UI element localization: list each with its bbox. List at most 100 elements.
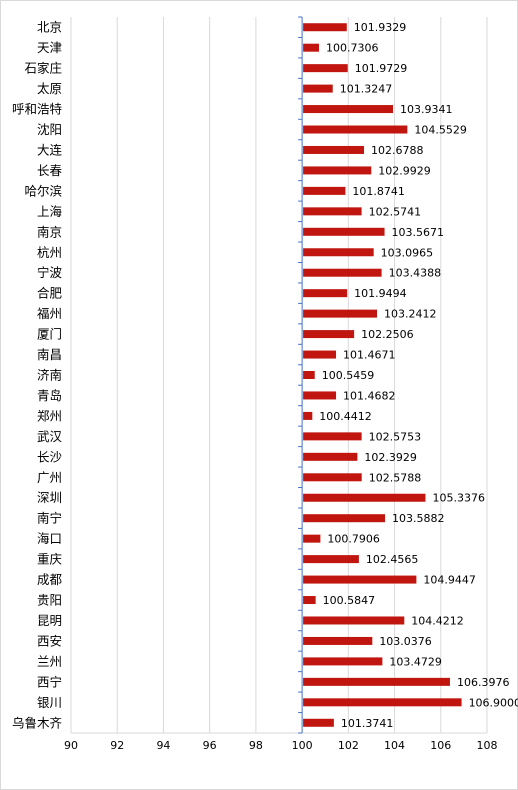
category-label: 沈阳 — [37, 122, 62, 137]
value-label: 103.0376 — [379, 635, 432, 648]
category-label: 南京 — [37, 224, 62, 239]
value-label: 101.3247 — [340, 83, 393, 96]
x-tick-label: 102 — [338, 739, 359, 752]
value-label: 103.4729 — [389, 655, 442, 668]
value-label: 104.4212 — [411, 614, 464, 627]
bar — [303, 371, 315, 379]
category-label: 海口 — [37, 531, 62, 546]
bar — [303, 350, 337, 359]
category-label: 成都 — [37, 572, 63, 587]
category-label: 上海 — [37, 204, 63, 219]
category-label: 深圳 — [37, 490, 62, 505]
value-label: 101.8741 — [352, 185, 405, 198]
bar — [303, 534, 321, 543]
value-label: 101.4682 — [343, 389, 396, 402]
category-label: 杭州 — [37, 245, 62, 260]
category-label: 长春 — [37, 163, 63, 178]
x-tick-label: 98 — [249, 739, 263, 752]
bar — [303, 84, 333, 93]
bar — [303, 23, 347, 32]
bar — [303, 596, 316, 605]
category-label: 重庆 — [37, 552, 63, 567]
value-label: 103.9341 — [400, 103, 453, 116]
category-labels: 北京天津石家庄太原呼和浩特沈阳大连长春哈尔滨上海南京杭州宁波合肥福州厦门南昌济南… — [12, 20, 63, 731]
category-label: 太原 — [37, 81, 62, 96]
value-label: 100.5847 — [323, 594, 376, 607]
bar — [303, 125, 408, 134]
bar — [303, 616, 405, 625]
axes — [71, 16, 487, 734]
category-label: 乌鲁木齐 — [12, 715, 63, 730]
value-label: 105.3376 — [432, 492, 485, 505]
x-tick-label: 92 — [110, 739, 124, 752]
value-label: 102.2506 — [361, 328, 414, 341]
x-tick-label: 100 — [292, 739, 313, 752]
value-label: 101.4671 — [343, 349, 396, 362]
bar — [303, 575, 417, 584]
bar — [303, 105, 394, 114]
category-label: 郑州 — [37, 408, 62, 423]
value-label: 101.3741 — [341, 717, 394, 730]
bar — [303, 43, 319, 52]
bar — [303, 636, 373, 645]
bar — [303, 473, 362, 482]
bar — [303, 309, 378, 318]
x-tick-label: 96 — [203, 739, 217, 752]
gridlines — [70, 17, 488, 733]
bar — [303, 452, 358, 461]
value-label: 103.0965 — [381, 246, 434, 259]
value-label: 100.7906 — [327, 533, 380, 546]
value-label: 106.9000 — [469, 696, 518, 709]
category-label: 福州 — [37, 306, 62, 321]
value-label: 102.6788 — [371, 144, 424, 157]
bar — [303, 718, 334, 727]
bar — [303, 411, 313, 420]
category-label: 北京 — [37, 20, 62, 35]
value-label: 100.7306 — [326, 42, 379, 55]
category-label: 西宁 — [37, 674, 62, 689]
value-label: 106.3976 — [457, 676, 510, 689]
category-label: 南昌 — [37, 347, 62, 362]
category-label: 呼和浩特 — [12, 102, 62, 117]
category-label: 银川 — [37, 695, 62, 710]
bar — [303, 268, 382, 277]
value-label: 102.5741 — [369, 205, 422, 218]
value-label: 102.5788 — [369, 471, 422, 484]
value-labels: 101.9329 100.7306 101.9729 101.3247 103.9341… — [319, 21, 518, 730]
category-label: 兰州 — [37, 654, 62, 669]
value-label: 100.5459 — [322, 369, 375, 382]
bar — [303, 391, 337, 400]
category-label: 青岛 — [37, 388, 62, 403]
bar — [303, 698, 462, 707]
category-label: 石家庄 — [24, 61, 62, 76]
bar — [303, 555, 359, 564]
value-label: 103.5671 — [392, 226, 445, 239]
value-label: 102.4565 — [366, 553, 419, 566]
category-label: 合肥 — [37, 286, 63, 301]
value-label: 102.9929 — [378, 164, 431, 177]
category-label: 长沙 — [37, 449, 63, 464]
bar — [303, 432, 362, 441]
category-label: 南宁 — [37, 511, 62, 526]
bar — [303, 64, 348, 73]
value-label: 104.5529 — [414, 124, 467, 137]
bar — [303, 677, 450, 686]
value-label: 102.5753 — [369, 430, 422, 443]
value-label: 104.9447 — [423, 574, 476, 587]
category-label: 西安 — [37, 633, 62, 648]
bar — [303, 493, 426, 502]
value-label: 103.2412 — [384, 308, 437, 321]
x-tick-label: 90 — [64, 739, 78, 752]
value-label: 100.4412 — [319, 410, 372, 423]
category-label: 贵阳 — [37, 593, 62, 608]
category-label: 大连 — [37, 142, 63, 157]
category-label: 厦门 — [37, 327, 62, 342]
category-label: 哈尔滨 — [24, 183, 62, 198]
category-label: 天津 — [37, 40, 62, 55]
bar — [303, 514, 386, 523]
bar — [303, 227, 385, 236]
bar — [303, 657, 383, 666]
category-label: 济南 — [37, 368, 62, 383]
